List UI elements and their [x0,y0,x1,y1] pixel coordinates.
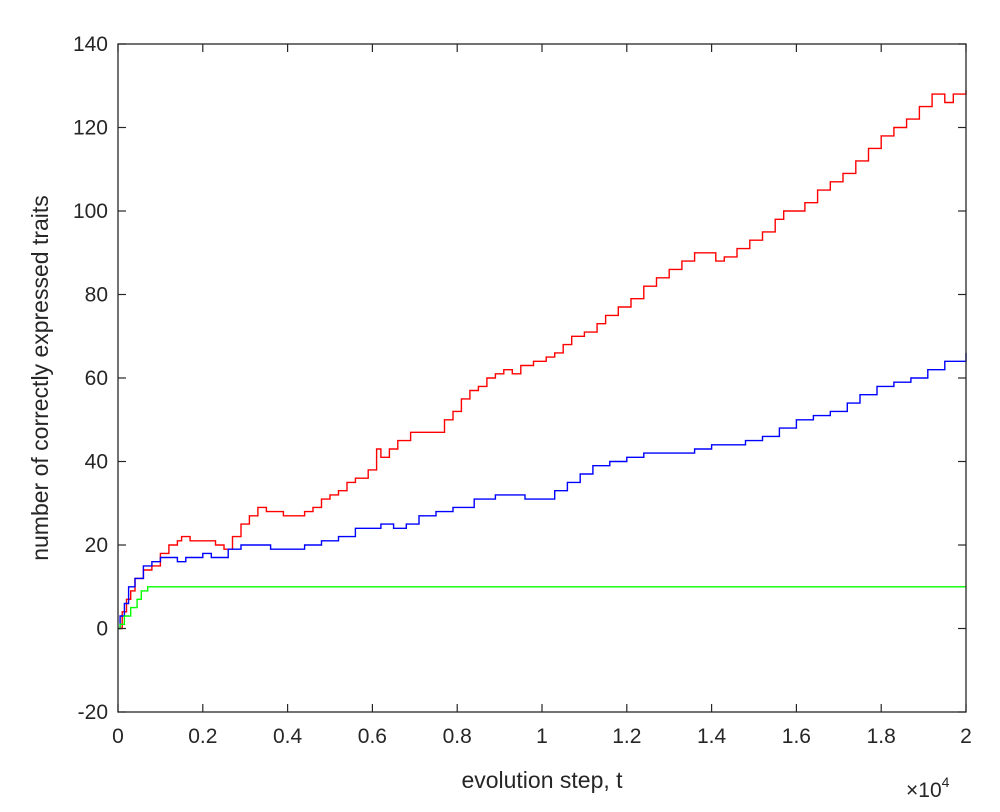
x-axis-exponent: ×104 [906,774,950,802]
y-tick-label: 100 [73,200,108,223]
plot-area [118,44,966,712]
x-tick-label: 2 [960,725,972,748]
y-tick-label: -20 [78,701,108,724]
x-exponent-base: ×10 [906,779,942,802]
x-tick-label: 0.4 [273,725,303,748]
y-tick-label: 40 [85,451,108,474]
y-tick-label: 20 [85,534,108,557]
x-exponent-power: 4 [942,774,950,790]
y-axis-label: number of correctly expressed traits [27,195,53,561]
y-tick-label: 140 [73,33,108,56]
x-tick-label: 1.2 [612,725,641,748]
y-tick-label: 0 [96,618,108,641]
ticks-layer: 0 0.2 0.4 0.6 0.8 1 1.2 1.4 1.6 1.8 2-200204060801… [73,33,972,748]
y-tick-label: 80 [85,284,108,307]
x-tick-label: 1 [536,725,548,748]
x-axis-label: evolution step, t [461,767,623,793]
x-tick-label: 1.8 [867,725,896,748]
y-tick-label: 60 [85,367,108,390]
x-tick-label: 0.2 [188,725,217,748]
series-line-2 [118,352,967,630]
x-tick-label: 0.8 [443,725,472,748]
x-tick-label: 1.4 [697,725,727,748]
x-tick-label: 0.6 [358,725,387,748]
x-tick-label: 0 [112,725,124,748]
series-line-3 [118,586,966,630]
x-tick-label: 1.6 [782,725,811,748]
series-layer [118,89,967,630]
y-tick-label: 120 [73,117,108,140]
series-line-1 [118,89,967,630]
